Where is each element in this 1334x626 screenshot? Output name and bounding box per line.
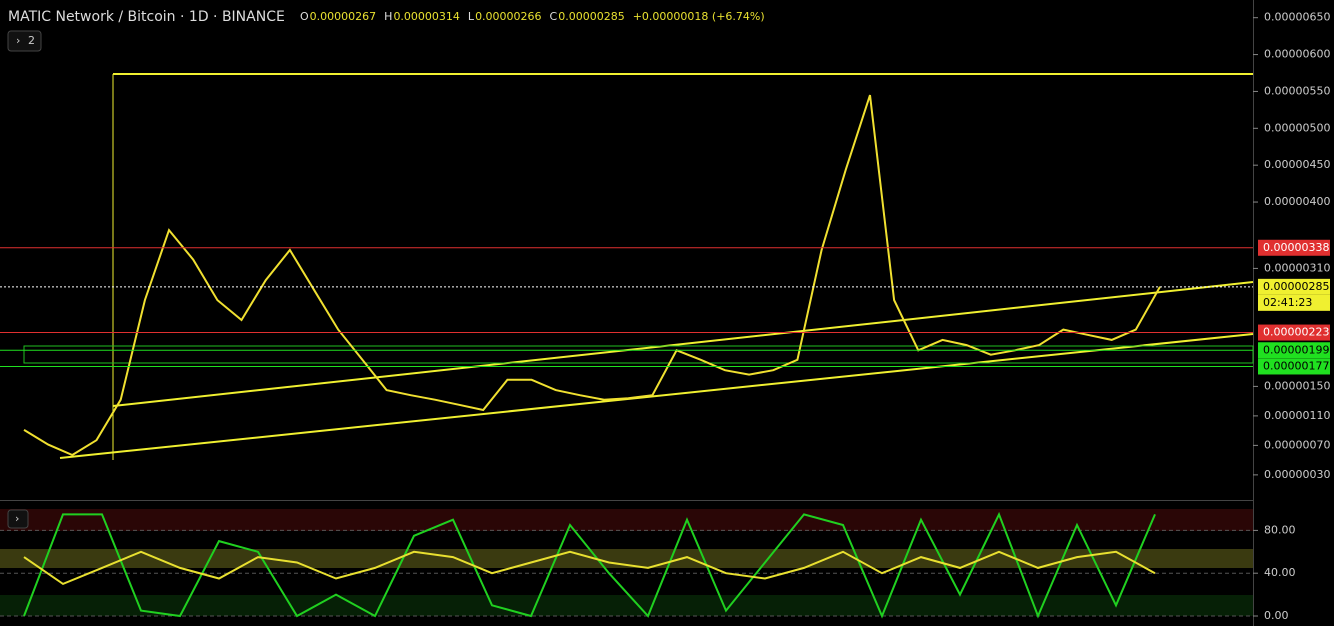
header: MATIC Network / Bitcoin · 1D · BINANCE <box>8 9 285 25</box>
level-tag <box>1258 342 1330 359</box>
ohlc-value: 0.00000285 <box>558 10 624 23</box>
y-tick-label: 80.00 <box>1264 523 1296 536</box>
level-label: 0.00000285 <box>1263 280 1329 293</box>
oversold-zone <box>0 595 1253 616</box>
level-label: 0.00000338 <box>1263 241 1329 254</box>
y-tick-label: 40.00 <box>1264 566 1296 579</box>
series-line <box>23 511 1156 619</box>
symbol: MATIC Network / Bitcoin · 1D · BINANCE <box>8 9 285 25</box>
level-tag <box>1258 358 1330 375</box>
ohlc-key: O <box>300 10 309 23</box>
y-tick-label: 0.00000450 <box>1264 158 1330 171</box>
ohlc-value: 0.00000314 <box>393 10 459 23</box>
change: +0.00000018 (+6.74%) <box>633 10 765 23</box>
level-label: 0.00000177 <box>1263 359 1329 372</box>
countdown-tag <box>1258 294 1330 311</box>
pane-toggle-icon: › <box>15 512 19 525</box>
level-label: 0.00000223 <box>1263 326 1329 339</box>
ohlc-key: C <box>550 10 558 23</box>
y-tick-label: 0.00000150 <box>1264 379 1330 392</box>
countdown: 02:41:23 <box>1263 296 1312 309</box>
series-line <box>23 550 1156 586</box>
y-tick-label: 0.00000550 <box>1264 84 1330 97</box>
y-tick-label: 0.00000400 <box>1264 195 1330 208</box>
ohlc-value: 0.00000266 <box>475 10 541 23</box>
y-tick-label: 0.00000600 <box>1264 48 1330 61</box>
level-tag <box>1258 278 1330 295</box>
y-tick-label: 0.00000110 <box>1264 409 1330 422</box>
level-tag <box>1258 324 1330 341</box>
ohlc-key: L <box>468 10 475 23</box>
channel-upper <box>112 281 1254 407</box>
series-line <box>23 94 1161 457</box>
indicators-toggle[interactable] <box>7 30 42 52</box>
level-tag <box>1258 239 1330 256</box>
y-tick-label: 0.00000650 <box>1264 11 1330 24</box>
toggle-count: 2 <box>28 34 35 47</box>
toggle-icon: › <box>16 34 20 47</box>
pane-separator <box>0 500 1253 501</box>
y-tick-label: 0.00000310 <box>1264 261 1330 274</box>
ohlc-key: H <box>384 10 392 23</box>
axis-border <box>1253 0 1254 626</box>
channel-lower <box>59 333 1254 459</box>
level-label: 0.00000199 <box>1263 343 1329 356</box>
y-tick-label: 0.00000070 <box>1264 438 1330 451</box>
y-tick-label: 0.00000030 <box>1264 468 1330 481</box>
y-tick-label: 0.00000500 <box>1264 121 1330 134</box>
y-tick-label: 0.00 <box>1264 609 1289 622</box>
ohlc-value: 0.00000267 <box>310 10 376 23</box>
green-box <box>23 345 1254 364</box>
pane-toggle[interactable] <box>7 509 29 529</box>
overbought-zone <box>0 509 1253 531</box>
